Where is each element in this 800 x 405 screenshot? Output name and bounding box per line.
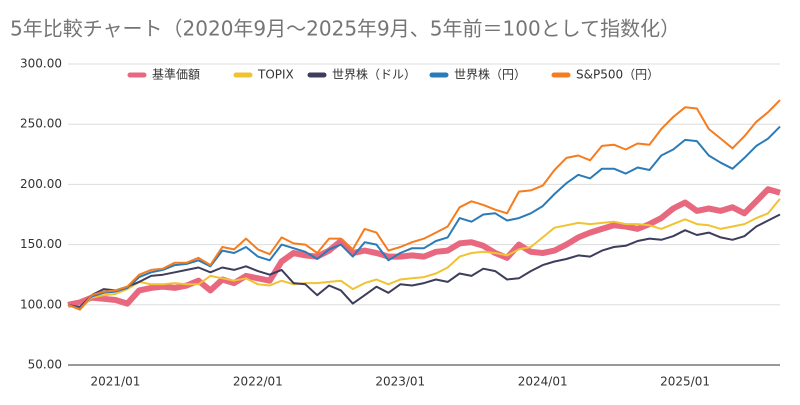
series-line — [67, 198, 781, 311]
y-tick-label: 100.00 — [20, 297, 62, 311]
x-tick-label: 2025/01 — [660, 375, 710, 389]
legend-label: 世界株（円） — [454, 67, 526, 82]
x-tick-label: 2024/01 — [518, 375, 568, 389]
x-tick-label: 2023/01 — [375, 375, 425, 389]
y-tick-label: 150.00 — [20, 237, 62, 251]
series-line — [67, 99, 781, 311]
y-tick-label: 50.00 — [28, 358, 62, 372]
chart-title: 5年比較チャート（2020年9月〜2025年9月、5年前＝100として指数化） — [10, 17, 680, 41]
x-tick-label: 2022/01 — [233, 375, 283, 389]
legend-label: S&P500（円） — [576, 68, 659, 82]
series-line — [67, 213, 781, 309]
series-line — [67, 125, 781, 310]
series-line — [67, 186, 781, 308]
y-tick-label: 200.00 — [20, 177, 62, 191]
y-tick-label: 250.00 — [20, 117, 62, 131]
legend-label: TOPIX — [257, 68, 294, 82]
y-tick-label: 300.00 — [20, 57, 62, 71]
legend-label: 世界株（ドル） — [332, 67, 416, 82]
x-tick-label: 2021/01 — [91, 375, 141, 389]
legend-label: 基準価額 — [152, 67, 200, 82]
